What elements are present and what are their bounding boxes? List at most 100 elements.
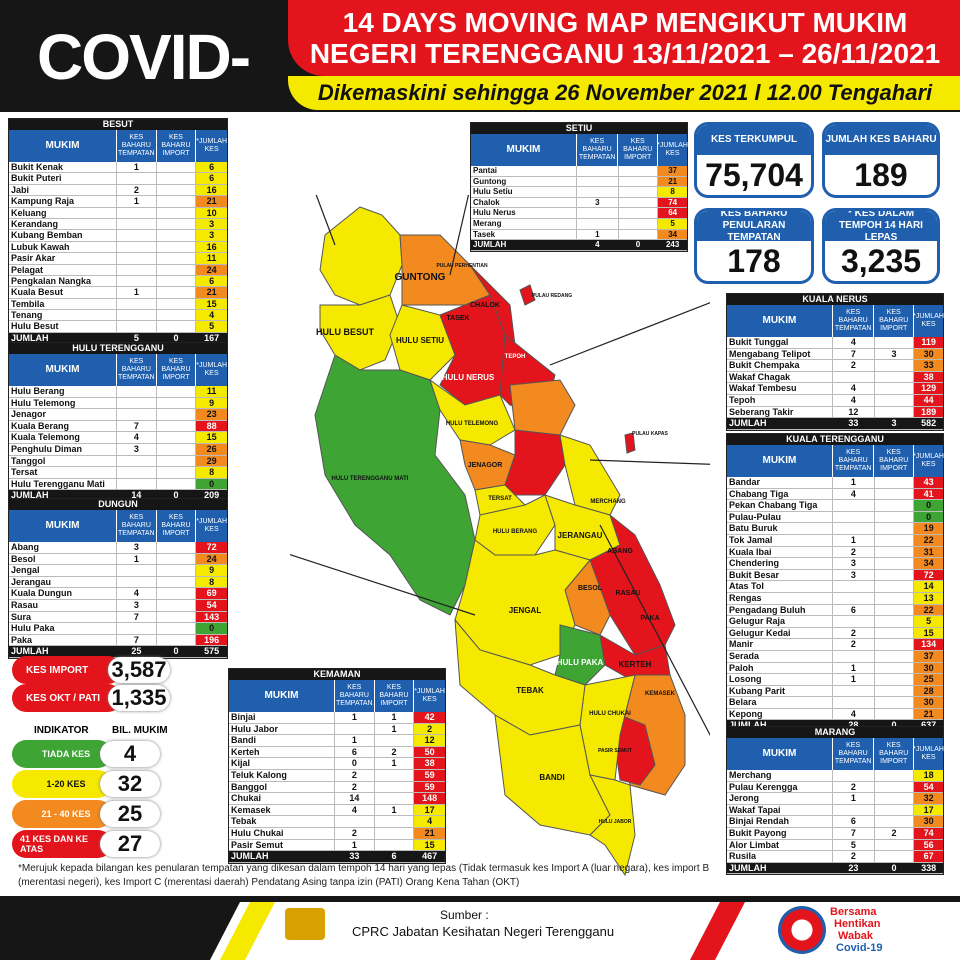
table-row: Binjai Rendah 6 30 xyxy=(727,816,944,828)
table-row: Jerong 1 32 xyxy=(727,793,944,805)
cell: 189 xyxy=(913,406,944,418)
cell: 69 xyxy=(195,588,228,599)
kes-tempoh-label: * KES DALAM TEMPOH 14 HARI LEPAS xyxy=(825,211,937,243)
cell: Manir xyxy=(729,639,754,650)
cell: 74 xyxy=(657,197,688,208)
table-total-row: JUMLAH 33 6 467 xyxy=(229,851,446,863)
cell: JUMLAH xyxy=(727,720,833,732)
table-row: Guntong 21 xyxy=(471,176,688,188)
cell: Abang xyxy=(11,542,39,552)
cell: 29 xyxy=(195,455,228,467)
table-row: Hulu Chukai 2 21 xyxy=(229,827,446,840)
cell: 3 xyxy=(195,230,228,241)
table-row: Bukit Chempaka 2 33 xyxy=(727,360,944,372)
cell xyxy=(155,162,196,173)
cell xyxy=(873,697,914,708)
cell: 2 xyxy=(832,639,874,650)
cell xyxy=(873,523,914,534)
map-label-chalok: CHALOK xyxy=(470,302,500,309)
cell xyxy=(873,804,914,816)
col-mukim: MUKIM xyxy=(762,315,797,326)
cell: Binjai Rendah xyxy=(729,816,790,827)
cell: 3 xyxy=(195,218,228,230)
cell: 0 xyxy=(195,623,228,634)
table-header: MUKIM KES BAHARU TEMPATAN KES BAHARU IMPOR… xyxy=(9,354,227,386)
table-row: Serada 37 xyxy=(727,650,944,663)
cell xyxy=(873,770,914,781)
cell: 5 xyxy=(832,839,874,851)
cell: 119 xyxy=(913,337,944,348)
cell: Pasir Semut xyxy=(231,839,284,850)
cell: 243 xyxy=(657,240,688,250)
cell xyxy=(155,275,196,287)
table-total-row: JUMLAH 4 0 243 xyxy=(471,240,688,251)
map-label-pulau-perhentian: PULAU PERHENTIAN xyxy=(436,263,488,269)
cell: 6 xyxy=(832,604,874,616)
cell: Kijal xyxy=(231,758,251,769)
cell xyxy=(873,650,914,662)
cell xyxy=(873,371,914,383)
cell xyxy=(116,409,156,420)
cell: 21 xyxy=(195,287,228,298)
cell: 30 xyxy=(913,662,944,674)
cell: 25 xyxy=(913,674,944,685)
col-mukim: MUKIM xyxy=(45,140,80,151)
cell xyxy=(116,230,156,241)
table-row: Hulu Paka 0 xyxy=(9,623,228,635)
cell xyxy=(116,275,156,287)
map-label-kerteh: KERTEH xyxy=(619,660,652,669)
cell xyxy=(617,187,658,197)
col-mukim: MUKIM xyxy=(506,144,541,155)
sumber-source: CPRC Jabatan Kesihatan Negeri Terengganu xyxy=(352,924,615,939)
cell: 1 xyxy=(116,287,156,298)
cell: 2 xyxy=(413,723,446,735)
cell: 22 xyxy=(913,534,944,546)
cell: 1 xyxy=(373,712,414,723)
table-row: Hulu Telemong 9 xyxy=(9,397,228,410)
map-hulu-paka xyxy=(554,624,606,686)
cell: 56 xyxy=(913,839,944,851)
table-row: Losong 1 25 xyxy=(727,674,944,686)
cell: 167 xyxy=(195,332,228,344)
update-band xyxy=(288,76,960,110)
cell xyxy=(832,581,874,592)
cell: 575 xyxy=(195,646,228,657)
map-besut xyxy=(319,206,403,306)
table-setiu: SETIU MUKIM KES BAHARU TEMPATAN KES BAHARU … xyxy=(470,122,688,252)
cell: 3 xyxy=(116,443,156,455)
cell: 30 xyxy=(913,348,944,360)
cell xyxy=(155,207,196,218)
table-row: Seberang Takir 12 189 xyxy=(727,406,944,419)
table-row: Bukit Kenak 1 6 xyxy=(9,162,228,174)
cell xyxy=(873,708,914,720)
cell xyxy=(873,534,914,546)
col-import: KES BAHARU IMPORT xyxy=(373,680,414,712)
cell: Pantai xyxy=(473,166,498,175)
ministry-logo-icon xyxy=(285,908,325,940)
cell: 24 xyxy=(195,264,228,275)
col-mukim: MUKIM xyxy=(762,748,797,759)
table-row: Teluk Kalong 2 59 xyxy=(229,769,446,782)
table-row: Tebak 4 xyxy=(229,816,446,828)
kes-import-value: 3,587 xyxy=(108,657,170,683)
cell xyxy=(155,386,196,397)
cell: Bukit Kenak xyxy=(11,162,64,172)
cell: Kepong xyxy=(729,708,763,719)
table-row: Kubang Parit 28 xyxy=(727,685,944,698)
cell: JUMLAH xyxy=(9,646,117,657)
cell: 12 xyxy=(832,406,874,418)
cell: 54 xyxy=(913,781,944,793)
cell: 9 xyxy=(195,397,228,409)
table-row: Bukit Tunggal 4 119 xyxy=(727,337,944,349)
map-label-pulau-kapas: PULAU KAPAS xyxy=(632,431,668,437)
cell: 3 xyxy=(576,197,618,208)
table-title: KEMAMAN xyxy=(229,669,445,680)
table-row: Pasir Akar 11 xyxy=(9,253,228,265)
cell xyxy=(373,816,414,827)
cell: 4 xyxy=(334,804,374,816)
cell xyxy=(155,287,196,298)
kes-terkumpul-box: KES TERKUMPUL 75,704 xyxy=(694,122,814,198)
cell: 4 xyxy=(116,588,156,599)
legend-pill: 41 KES DAN KE ATAS xyxy=(12,830,112,858)
cell: Merchang xyxy=(729,770,772,780)
